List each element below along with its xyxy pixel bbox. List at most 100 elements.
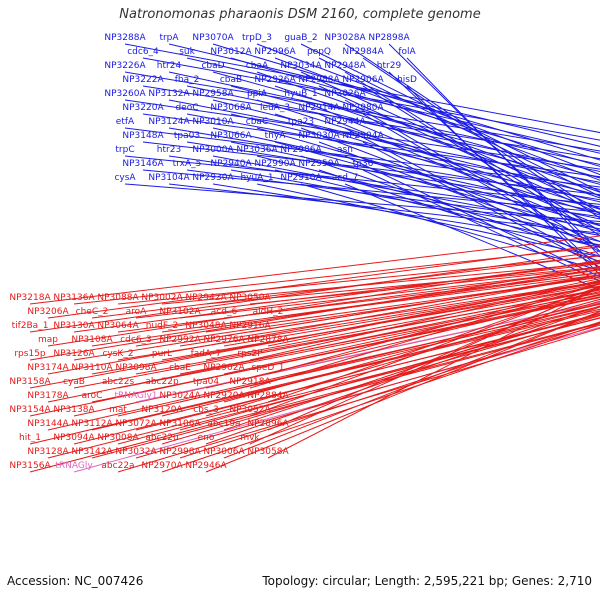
reverse-gene-label: NP2976A: [203, 335, 245, 345]
forward-gene-label: NP3226A: [104, 61, 146, 71]
forward-gene-label: cbaB: [220, 75, 242, 85]
reverse-gene-label: NP3048A: [185, 321, 227, 331]
forward-gene-leader: [300, 99, 600, 226]
forward-gene-label: NP3124A: [148, 117, 190, 127]
forward-gene-label: suk: [179, 47, 195, 57]
reverse-gene-label: NP3156A: [9, 461, 51, 471]
forward-gene-label: NP2990A: [254, 159, 296, 169]
reverse-gene-label: NP3174A: [27, 363, 69, 373]
reverse-gene-label: acd_6: [211, 307, 238, 317]
reverse-gene-leader: [223, 310, 600, 459]
forward-gene-leader: [186, 169, 600, 225]
forward-gene-label: cbaC: [246, 117, 268, 127]
forward-gene-leader: [406, 57, 600, 257]
forward-gene-label: tpa03: [174, 131, 200, 141]
reverse-gene-leader: [249, 285, 600, 417]
reverse-gene-leader: [47, 244, 600, 319]
forward-gene-label: htr29: [377, 61, 402, 71]
forward-gene-leader: [142, 57, 600, 141]
reverse-gene-label: NP2896A: [247, 419, 289, 429]
forward-gene-leader: [230, 113, 600, 203]
forward-gene-label: tp36: [353, 159, 374, 169]
reverse-gene-label: NP3064A: [97, 321, 139, 331]
reverse-gene-leader: [223, 272, 600, 319]
reverse-gene-label: NP3058A: [247, 447, 289, 457]
forward-gene-label: NP3222A: [122, 75, 164, 85]
reverse-gene-label: aroC: [82, 391, 103, 401]
forward-gene-leader: [274, 113, 600, 216]
reverse-gene-leader: [135, 301, 600, 403]
reverse-gene-leader: [223, 282, 600, 347]
forward-gene-label: NP2940A: [210, 159, 252, 169]
forward-gene-leader: [124, 99, 600, 170]
forward-gene-leader: [142, 85, 600, 160]
reverse-gene-label: NP3178A: [27, 391, 69, 401]
forward-gene-label: NP3026A: [324, 89, 366, 99]
reverse-gene-label: NP3110A: [71, 363, 113, 373]
reverse-gene-label: NP3006A: [203, 447, 245, 457]
reverse-gene-label: NP3052A: [229, 405, 271, 415]
forward-gene-label: NP2948A: [324, 61, 366, 71]
forward-gene-label: cbaA: [246, 61, 269, 71]
reverse-gene-label: NP2916A: [229, 321, 271, 331]
forward-gene-leader: [186, 57, 600, 154]
reverse-gene-label: cbaE: [169, 363, 191, 373]
reverse-gene-leader: [91, 322, 600, 459]
reverse-gene-label: NP3206A: [27, 307, 69, 317]
reverse-gene-leader: [73, 275, 600, 361]
reverse-gene-label: abc22s: [102, 377, 135, 387]
forward-gene-leader: [256, 183, 600, 258]
reverse-gene-label: NP3158A: [9, 377, 51, 387]
forward-gene-leader: [212, 71, 600, 179]
reverse-gene-label: NP2998A: [159, 447, 201, 457]
reverse-gene-label: NP3144A: [27, 419, 69, 429]
forward-gene-label: hyuB_1: [284, 89, 317, 99]
reverse-gene-label: abc22a: [101, 461, 134, 471]
reverse-gene-label: NP3024A: [159, 391, 201, 401]
forward-gene-label: NP3260A: [104, 89, 146, 99]
forward-gene-label: guaB_2: [284, 33, 317, 43]
reverse-gene-leader: [91, 269, 600, 347]
reverse-gene-label: aldH_2: [253, 307, 284, 317]
reverse-gene-label: NP3120A: [141, 405, 183, 415]
forward-gene-label: cysA: [114, 173, 136, 183]
reverse-gene-label: NP3032A: [115, 447, 157, 457]
forward-gene-label: NP3010A: [192, 117, 234, 127]
forward-gene-leader: [388, 71, 600, 271]
forward-gene-leader: [344, 127, 600, 264]
reverse-gene-leader: [205, 266, 600, 305]
forward-gene-label: cdc6_4: [127, 47, 159, 57]
reverse-gene-label: NP3072A: [115, 419, 157, 429]
reverse-gene-label: nudF_2: [146, 321, 179, 331]
reverse-gene-leader: [73, 246, 600, 305]
forward-gene-leader: [318, 113, 600, 232]
forward-gene-label: trpA: [159, 33, 179, 43]
reverse-gene-label: NP3002A: [141, 293, 183, 303]
genome-summary: Topology: circular; Length: 2,595,221 bp…: [262, 574, 592, 588]
forward-gene-label: NP3220A: [122, 103, 164, 113]
forward-gene-leader: [388, 43, 600, 253]
forward-gene-label: thyA: [265, 131, 287, 141]
forward-gene-label: asn: [337, 145, 353, 155]
forward-gene-label: NP2944A: [324, 117, 366, 127]
forward-gene-label: NP2984A: [342, 47, 384, 57]
reverse-gene-label: NP3050A: [229, 293, 271, 303]
forward-gene-leader: [362, 169, 600, 282]
reverse-gene-leader: [267, 287, 600, 431]
reverse-gene-label: cdc6_3: [120, 335, 152, 345]
reverse-gene-label: NP3102A: [159, 307, 201, 317]
reverse-gene-label: NP3094A: [53, 433, 95, 443]
reverse-gene-leader: [267, 286, 600, 459]
reverse-gene-leader: [29, 235, 600, 305]
forward-gene-leader: [406, 85, 600, 276]
forward-gene-label: NP2898A: [368, 33, 410, 43]
reverse-gene-leader: [249, 274, 600, 333]
forward-gene-label: cbaD: [201, 61, 224, 71]
reverse-gene-label: NP2884A: [247, 391, 289, 401]
forward-gene-leader: [124, 71, 600, 152]
reverse-gene-label: NP2920A: [203, 391, 245, 401]
forward-gene-leader: [230, 169, 600, 236]
reverse-gene-label: speD_1: [251, 363, 284, 373]
forward-gene-label: htr24: [157, 61, 182, 71]
forward-gene-leader: [256, 71, 600, 193]
